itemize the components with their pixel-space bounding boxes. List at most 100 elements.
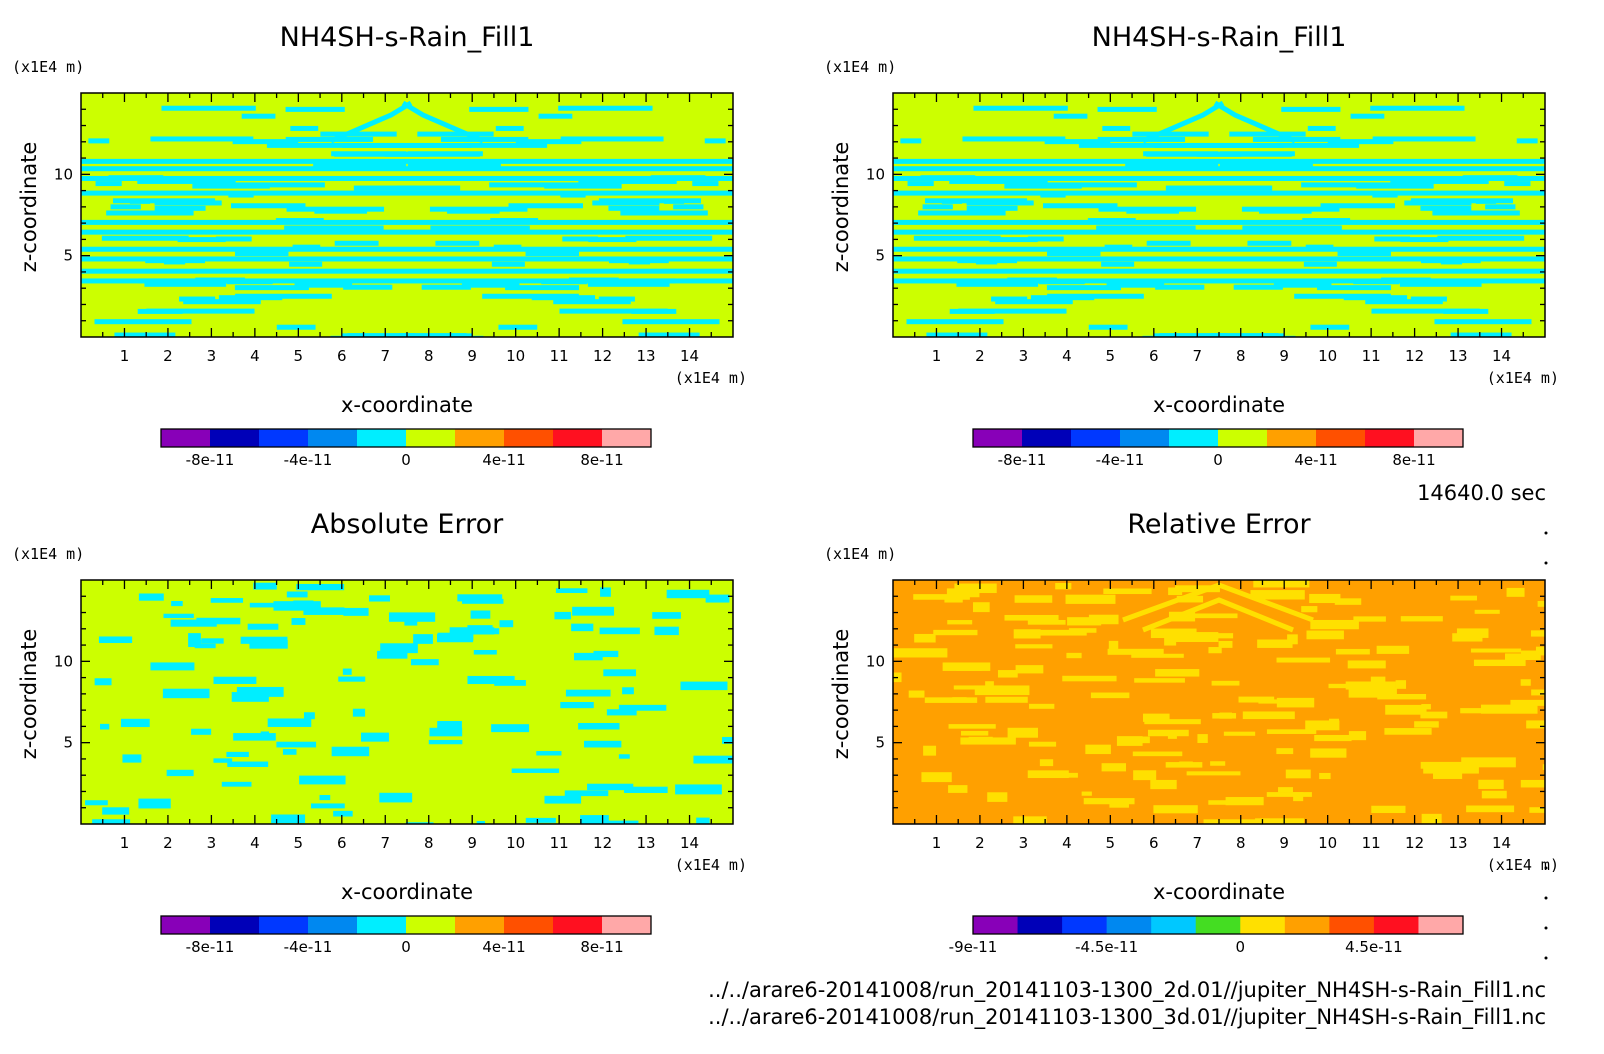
- x-tick-label: 3: [1019, 347, 1029, 365]
- y-tick-label: 10: [54, 652, 73, 670]
- panel-title: NH4SH-s-Rain_Fill1: [280, 22, 535, 53]
- x-tick-label: 8: [424, 347, 434, 365]
- colorbar-swatch: [1022, 429, 1072, 447]
- x-tick-label: 11: [550, 834, 569, 852]
- colorbar-label: 0: [1213, 451, 1223, 469]
- x-tick-label: 14: [1492, 834, 1511, 852]
- colorbar-swatch: [1329, 916, 1375, 934]
- panel-title: NH4SH-s-Rain_Fill1: [1092, 22, 1347, 53]
- x-tick-label: 7: [380, 347, 390, 365]
- marker-dot: [1544, 926, 1548, 930]
- x-tick-label: 11: [1362, 834, 1381, 852]
- x-unit-label: (x1E4 m): [1487, 856, 1559, 874]
- field-pattern: [893, 100, 1545, 337]
- marker-dot: [1544, 531, 1548, 535]
- colorbar-swatch: [1240, 916, 1286, 934]
- colorbar-label: 0: [401, 938, 411, 956]
- colorbar-swatch: [973, 916, 1019, 934]
- y-unit-label: (x1E4 m): [12, 58, 84, 76]
- colorbar-swatch: [308, 916, 358, 934]
- colorbar-label: 4e-11: [482, 451, 525, 469]
- colorbar-label: -4.5e-11: [1075, 938, 1138, 956]
- marker-dot: [1544, 896, 1548, 900]
- file-path-1: ../../arare6-20141008/run_20141103-1300_…: [708, 978, 1546, 1003]
- colorbar-frame: [972, 428, 1464, 448]
- colorbar-swatch: [406, 429, 456, 447]
- x-tick-label: 5: [1106, 347, 1116, 365]
- x-tick-label: 1: [120, 347, 130, 365]
- x-tick-label: 7: [380, 834, 390, 852]
- x-tick-label: 4: [250, 347, 260, 365]
- colorbar-swatch: [1267, 429, 1317, 447]
- colorbar-swatch: [602, 429, 652, 447]
- x-tick-label: 7: [1192, 834, 1202, 852]
- y-tick-label: 10: [866, 165, 885, 183]
- x-tick-label: 6: [337, 834, 347, 852]
- x-tick-label: 6: [337, 347, 347, 365]
- panel-3: Absolute Error(x1E4 m)1 2 3 4 5 6 7 8 9 10 11 12 13 1…: [12, 509, 747, 956]
- y-tick-label: 10: [54, 165, 73, 183]
- colorbar-swatch: [161, 429, 211, 447]
- y-tick-label: 5: [875, 247, 885, 265]
- x-tick-label: 13: [1449, 347, 1468, 365]
- x-tick-label: 8: [424, 834, 434, 852]
- colorbar-label: 0: [401, 451, 411, 469]
- x-tick-label: 6: [1149, 347, 1159, 365]
- x-tick-label: 11: [1362, 347, 1381, 365]
- colorbar-swatch: [504, 429, 554, 447]
- colorbar-swatch: [357, 429, 407, 447]
- x-tick-label: 10: [506, 347, 525, 365]
- panel-4: Relative Error(x1E4 m)1 2 3 4 5 6 7 8 9 10 11 12 13 1…: [824, 509, 1559, 956]
- colorbar-frame: [972, 915, 1464, 935]
- x-tick-label: 4: [1062, 834, 1072, 852]
- x-tick-label: 10: [506, 834, 525, 852]
- y-tick-label: 10: [866, 652, 885, 670]
- y-tick-label: 5: [875, 734, 885, 752]
- x-tick-label: 12: [1405, 834, 1424, 852]
- x-axis-label: x-coordinate: [341, 880, 473, 904]
- colorbar-swatch: [1106, 916, 1152, 934]
- colorbar-label: -4e-11: [284, 451, 333, 469]
- field-pattern: [81, 100, 733, 337]
- field-pattern: [893, 580, 1545, 824]
- colorbar-swatch: [1195, 916, 1241, 934]
- x-tick-label: 5: [294, 834, 304, 852]
- x-tick-label: 3: [207, 347, 217, 365]
- colorbar-label: 8e-11: [1392, 451, 1435, 469]
- colorbar-swatch: [259, 429, 309, 447]
- x-tick-label: 12: [1405, 347, 1424, 365]
- x-tick-label: 7: [1192, 347, 1202, 365]
- x-tick-label: 13: [637, 347, 656, 365]
- colorbar-swatch: [1169, 429, 1219, 447]
- marker-dot: [1544, 956, 1548, 960]
- y-unit-label: (x1E4 m): [824, 545, 896, 563]
- panel-title: Relative Error: [1127, 509, 1311, 540]
- x-tick-label: 12: [593, 834, 612, 852]
- colorbar-swatch: [1017, 916, 1063, 934]
- x-tick-label: 14: [1492, 347, 1511, 365]
- x-tick-label: 13: [637, 834, 656, 852]
- colorbar-label: 0: [1235, 938, 1245, 956]
- colorbar-swatch: [455, 429, 505, 447]
- colorbar-frame: [160, 915, 652, 935]
- x-unit-label: (x1E4 m): [675, 856, 747, 874]
- x-tick-label: 9: [467, 834, 477, 852]
- x-tick-label: 14: [680, 834, 699, 852]
- colorbar-swatch: [259, 916, 309, 934]
- x-tick-label: 2: [163, 834, 173, 852]
- colorbar-swatch: [553, 916, 603, 934]
- colorbar-swatch: [1316, 429, 1366, 447]
- panel-title: Absolute Error: [311, 509, 504, 540]
- y-tick-label: 5: [63, 734, 73, 752]
- y-unit-label: (x1E4 m): [824, 58, 896, 76]
- x-tick-label: 12: [593, 347, 612, 365]
- colorbar-swatch: [1414, 429, 1464, 447]
- colorbar-swatch: [1284, 916, 1330, 934]
- x-tick-label: 1: [932, 347, 942, 365]
- colorbar-swatch: [1071, 429, 1121, 447]
- x-tick-label: 9: [1279, 834, 1289, 852]
- x-axis-label: x-coordinate: [1153, 880, 1285, 904]
- x-tick-label: 8: [1236, 834, 1246, 852]
- x-tick-label: 1: [120, 834, 130, 852]
